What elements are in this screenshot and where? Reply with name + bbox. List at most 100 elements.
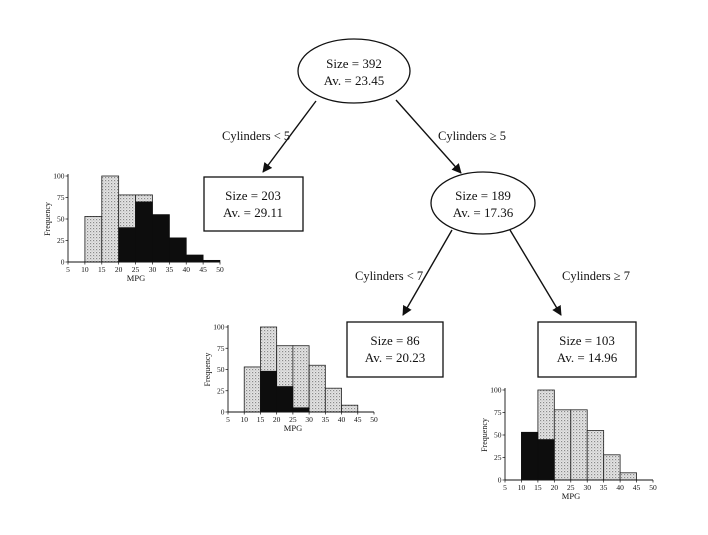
x-tick-label: 25 (289, 415, 297, 424)
x-tick-label: 35 (600, 483, 608, 492)
node-root-size: Size = 392 (326, 56, 382, 71)
edge-right-right (509, 229, 562, 316)
histogram-right-right: 5 10 15 20 25 30 35 40 45 50 0 25 50 75 100 MPG Frequenc… (480, 386, 657, 502)
edge-root-right (395, 99, 462, 174)
node-right-left-average: Av. = 20.23 (365, 350, 425, 365)
x-axis-title: MPG (562, 491, 580, 501)
histogram-bar-subset (169, 237, 187, 263)
x-tick-label: 35 (166, 265, 174, 274)
node-left: Size = 203 Av. = 29.11 (203, 176, 304, 232)
y-tick-label: 0 (61, 258, 65, 267)
x-tick-label: 10 (518, 483, 526, 492)
y-tick-label: 50 (494, 431, 502, 440)
x-tick-label: 15 (257, 415, 265, 424)
node-right-size: Size = 189 (455, 188, 511, 203)
histogram-bar-subset (521, 431, 539, 481)
histogram-bar-subset (152, 214, 170, 263)
histogram-bar-subset (276, 386, 294, 413)
histogram-bar-all (292, 345, 310, 413)
node-right-shape (430, 171, 536, 235)
x-tick-label: 35 (322, 415, 330, 424)
y-tick-label: 0 (498, 476, 502, 485)
histogram-bar-all (341, 404, 359, 413)
node-right-right: Size = 103 Av. = 14.96 (537, 321, 637, 378)
x-tick-label: 40 (182, 265, 190, 274)
x-tick-label: 50 (216, 265, 224, 274)
y-tick-label: 75 (57, 193, 65, 202)
y-axis-title: Frequency (203, 353, 212, 387)
x-axis-title: MPG (127, 273, 145, 283)
edge-label-right-right: Cylinders ≥ 7 (562, 269, 630, 283)
histogram-right-left: 5 10 15 20 25 30 35 40 45 50 0 25 50 75 100 MPG Frequenc… (203, 323, 378, 434)
x-tick-label: 25 (132, 265, 140, 274)
histogram-bar-all (619, 472, 637, 481)
x-tick-label: 25 (567, 483, 575, 492)
histogram-bar-subset (292, 407, 310, 413)
histogram-bar-subset (185, 254, 204, 263)
histogram-bar-all (586, 430, 605, 481)
edge-root-left (262, 100, 317, 173)
node-root-average: Av. = 23.45 (324, 73, 384, 88)
histogram-bar-subset (135, 201, 153, 263)
histogram-bar-subset (260, 370, 277, 413)
x-tick-label: 20 (551, 483, 559, 492)
node-right-left: Size = 86 Av. = 20.23 (346, 321, 444, 378)
y-tick-label: 25 (57, 236, 65, 245)
x-tick-label: 15 (534, 483, 542, 492)
y-axis-title: Frequency (43, 202, 52, 236)
y-tick-label: 50 (217, 365, 225, 374)
x-tick-label: 40 (338, 415, 346, 424)
x-tick-label: 30 (583, 483, 591, 492)
node-right-right-size: Size = 103 (559, 333, 615, 348)
y-tick-label: 25 (217, 386, 225, 395)
y-tick-label: 0 (221, 408, 225, 417)
y-tick-label: 25 (494, 453, 502, 462)
x-tick-label: 15 (98, 265, 106, 274)
y-tick-label: 100 (53, 172, 65, 181)
histogram-left: 5 10 15 20 25 30 35 40 45 50 0 25 50 75 100 MPG Frequenc… (43, 172, 224, 284)
y-tick-label: 75 (217, 344, 225, 353)
tree-edges (262, 99, 562, 316)
node-right-left-size: Size = 86 (370, 333, 420, 348)
x-tick-label: 30 (305, 415, 313, 424)
x-tick-label: 10 (240, 415, 248, 424)
histogram-bar-all (570, 409, 588, 481)
x-tick-label: 45 (199, 265, 207, 274)
x-tick-label: 20 (273, 415, 281, 424)
edge-label-right-left: Cylinders < 7 (355, 269, 423, 283)
node-root: Size = 392 Av. = 23.45 (297, 38, 411, 104)
x-tick-label: 5 (66, 265, 70, 274)
histogram-bar-subset (537, 439, 555, 481)
edge-label-root-right: Cylinders ≥ 5 (438, 129, 506, 143)
x-tick-label: 50 (649, 483, 657, 492)
x-tick-label: 5 (226, 415, 230, 424)
x-tick-label: 10 (81, 265, 89, 274)
x-tick-label: 45 (354, 415, 362, 424)
node-root-shape (297, 38, 411, 104)
node-left-average: Av. = 29.11 (223, 205, 283, 220)
x-axis-title: MPG (284, 423, 302, 433)
histogram-bar-all (243, 366, 261, 413)
y-tick-label: 50 (57, 215, 65, 224)
node-right-right-shape (537, 321, 637, 378)
histogram-bar-all (324, 387, 342, 413)
histogram-bar-all (308, 364, 326, 413)
x-tick-label: 30 (149, 265, 157, 274)
node-right-average: Av. = 17.36 (453, 205, 514, 220)
x-tick-label: 20 (115, 265, 123, 274)
y-tick-label: 100 (490, 386, 502, 395)
y-tick-label: 100 (213, 323, 225, 332)
node-left-size: Size = 203 (225, 188, 281, 203)
x-tick-label: 50 (370, 415, 378, 424)
x-tick-label: 5 (503, 483, 507, 492)
histogram-bar-all (553, 409, 572, 481)
node-right-left-shape (346, 321, 444, 378)
node-left-shape (203, 176, 304, 232)
node-right: Size = 189 Av. = 17.36 (430, 171, 536, 235)
histogram-bar-subset (118, 227, 136, 263)
y-tick-label: 75 (494, 408, 502, 417)
x-tick-label: 40 (616, 483, 624, 492)
histogram-bar-all (603, 454, 621, 481)
